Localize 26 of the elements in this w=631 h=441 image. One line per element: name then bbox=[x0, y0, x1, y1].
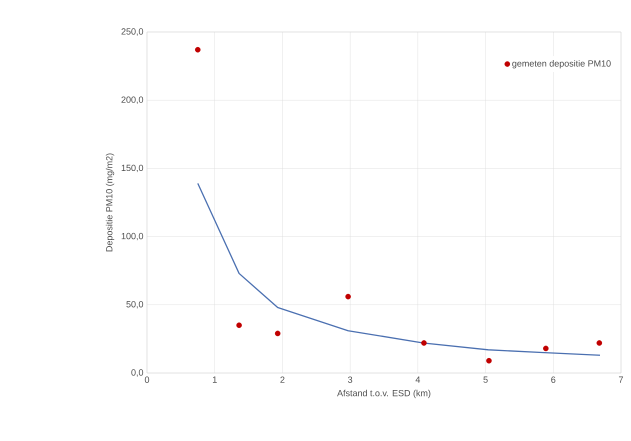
y-tick-label: 250,0 bbox=[121, 28, 144, 36]
y-tick-label: 100,0 bbox=[122, 232, 144, 240]
x-axis-title: Afstand t.o.v. ESD (km) bbox=[337, 390, 430, 398]
point bbox=[274, 330, 280, 336]
y-tick-label: 150,0 bbox=[122, 164, 144, 172]
point bbox=[596, 340, 602, 346]
y-tick-label: 200,0 bbox=[121, 96, 144, 104]
x-tick-label: 1 bbox=[212, 376, 217, 383]
line-series bbox=[197, 182, 601, 356]
point bbox=[194, 46, 201, 53]
point bbox=[236, 322, 242, 328]
x-tick-label: 5 bbox=[483, 376, 488, 383]
point bbox=[345, 294, 351, 300]
x-tick-label: 4 bbox=[416, 376, 420, 383]
point bbox=[486, 358, 492, 364]
point bbox=[543, 346, 549, 352]
x-tick-label: 6 bbox=[551, 376, 556, 383]
y-axis-title: Depositie PM10 (mg/m2) bbox=[106, 153, 114, 252]
point bbox=[421, 340, 427, 346]
y-tick-label: 0,0 bbox=[131, 369, 144, 377]
y-tick-label: 50,0 bbox=[126, 301, 144, 308]
x-tick-label: 0 bbox=[144, 376, 150, 383]
x-tick-label: 7 bbox=[618, 376, 624, 383]
x-tick-label: 3 bbox=[348, 376, 352, 383]
x-tick-label: 2 bbox=[280, 376, 284, 383]
legend-label: gemeten depositie PM10 bbox=[512, 60, 611, 68]
